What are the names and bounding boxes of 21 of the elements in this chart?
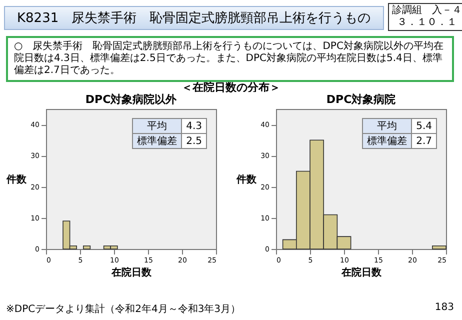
annotation: 2.7 — [412, 134, 436, 148]
chart-title: DPC対象病院 — [326, 93, 396, 106]
text: ＜在院日数の分布＞ — [182, 81, 280, 94]
x-axis-title: 在院日数 — [340, 266, 382, 278]
text: K8231 尿失禁手術 恥骨固定式膀胱頸部吊上術を行うもの — [4, 6, 384, 30]
chart-title: DPC対象病院以外 — [85, 93, 178, 106]
text: ※DPCデータより集計（令和2年4月～令和3年3月） — [6, 302, 241, 316]
annotation: 4.3 — [182, 118, 206, 134]
x-axis-title: 在院日数 — [110, 266, 152, 278]
annotation: 2.5 — [182, 134, 206, 148]
annotation: 平均 — [362, 118, 412, 134]
y-axis-title: 件数 — [236, 174, 258, 186]
annotation: 平均 — [132, 118, 182, 134]
text: ３．１０．１ — [396, 17, 458, 29]
annotation: 5.4 — [412, 118, 436, 134]
y-axis-title: 件数 — [6, 174, 28, 186]
text: 診調組 入－４ — [392, 5, 462, 17]
annotation: 標準偏差 — [132, 134, 182, 148]
annotation: 標準偏差 — [362, 134, 412, 148]
text: ○ 尿失禁手術 恥骨固定式膀胱頸部吊上術を行うものについては、DPC対象病院以外の平均在院日数は4.3日、標準偏差は2.5日であった。また、DPC対象病院の平均在院日数は5.4日、標準偏差は2.7日であった。 — [6, 36, 454, 82]
text: 183 — [434, 302, 454, 313]
